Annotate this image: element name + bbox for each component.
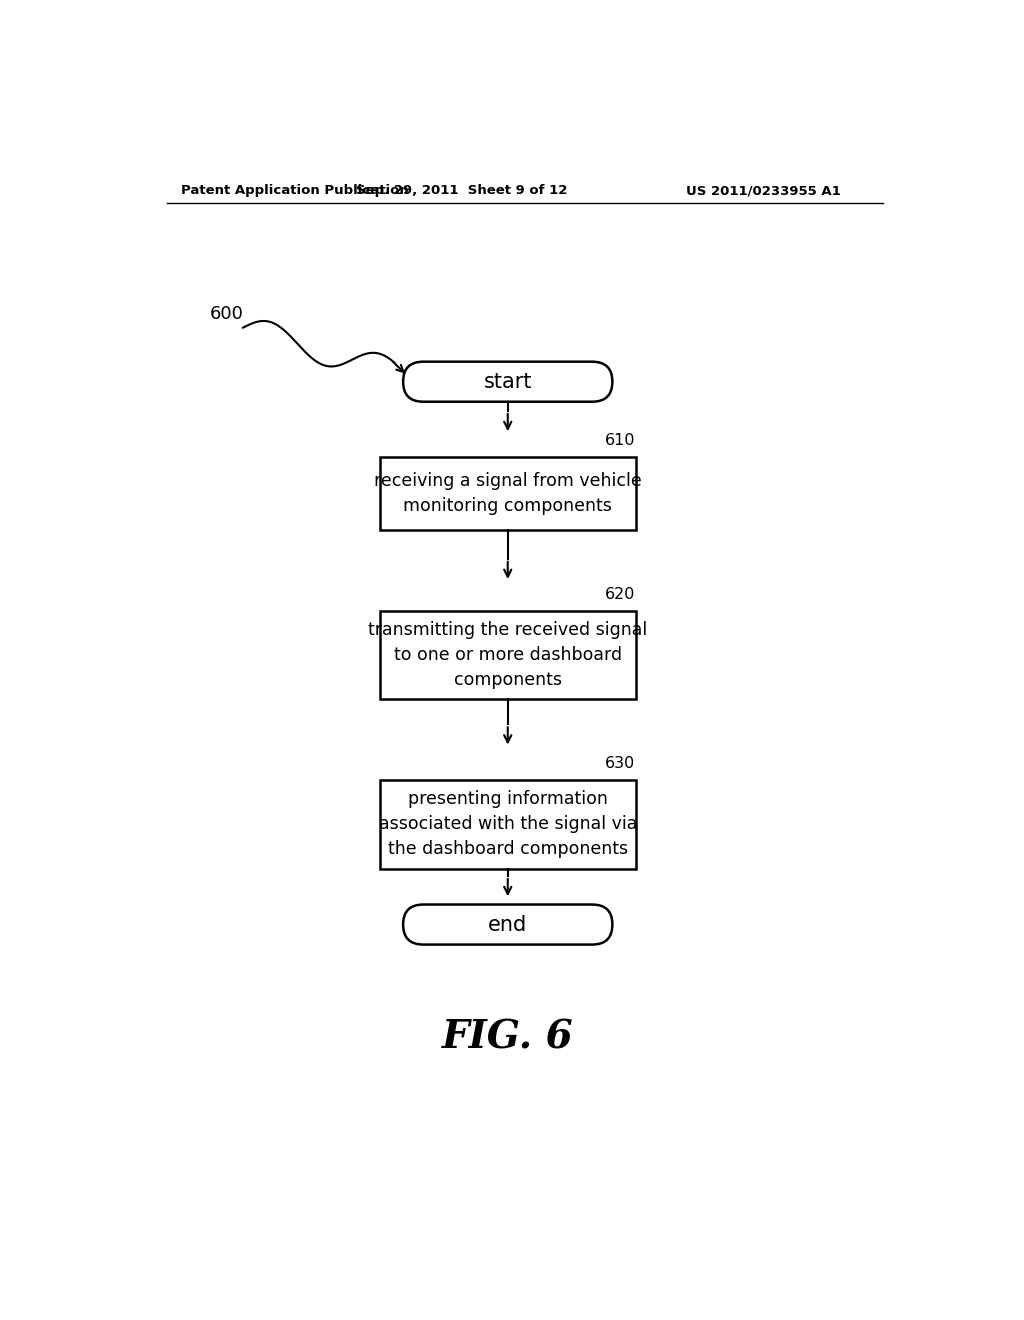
Text: 610: 610: [605, 433, 636, 447]
Text: US 2011/0233955 A1: US 2011/0233955 A1: [686, 185, 841, 197]
FancyBboxPatch shape: [403, 362, 612, 401]
Text: transmitting the received signal
to one or more dashboard
components: transmitting the received signal to one …: [368, 620, 647, 689]
FancyBboxPatch shape: [380, 780, 636, 869]
FancyBboxPatch shape: [380, 611, 636, 700]
Text: receiving a signal from vehicle
monitoring components: receiving a signal from vehicle monitori…: [374, 471, 642, 515]
FancyBboxPatch shape: [403, 904, 612, 945]
Text: end: end: [488, 915, 527, 935]
Text: FIG. 6: FIG. 6: [442, 1019, 573, 1057]
FancyBboxPatch shape: [380, 457, 636, 529]
Text: 630: 630: [605, 756, 636, 771]
Text: start: start: [483, 372, 532, 392]
Text: Sep. 29, 2011  Sheet 9 of 12: Sep. 29, 2011 Sheet 9 of 12: [355, 185, 567, 197]
Text: presenting information
associated with the signal via
the dashboard components: presenting information associated with t…: [379, 791, 637, 858]
Text: 620: 620: [605, 586, 636, 602]
Text: 600: 600: [209, 305, 244, 323]
Text: Patent Application Publication: Patent Application Publication: [180, 185, 409, 197]
